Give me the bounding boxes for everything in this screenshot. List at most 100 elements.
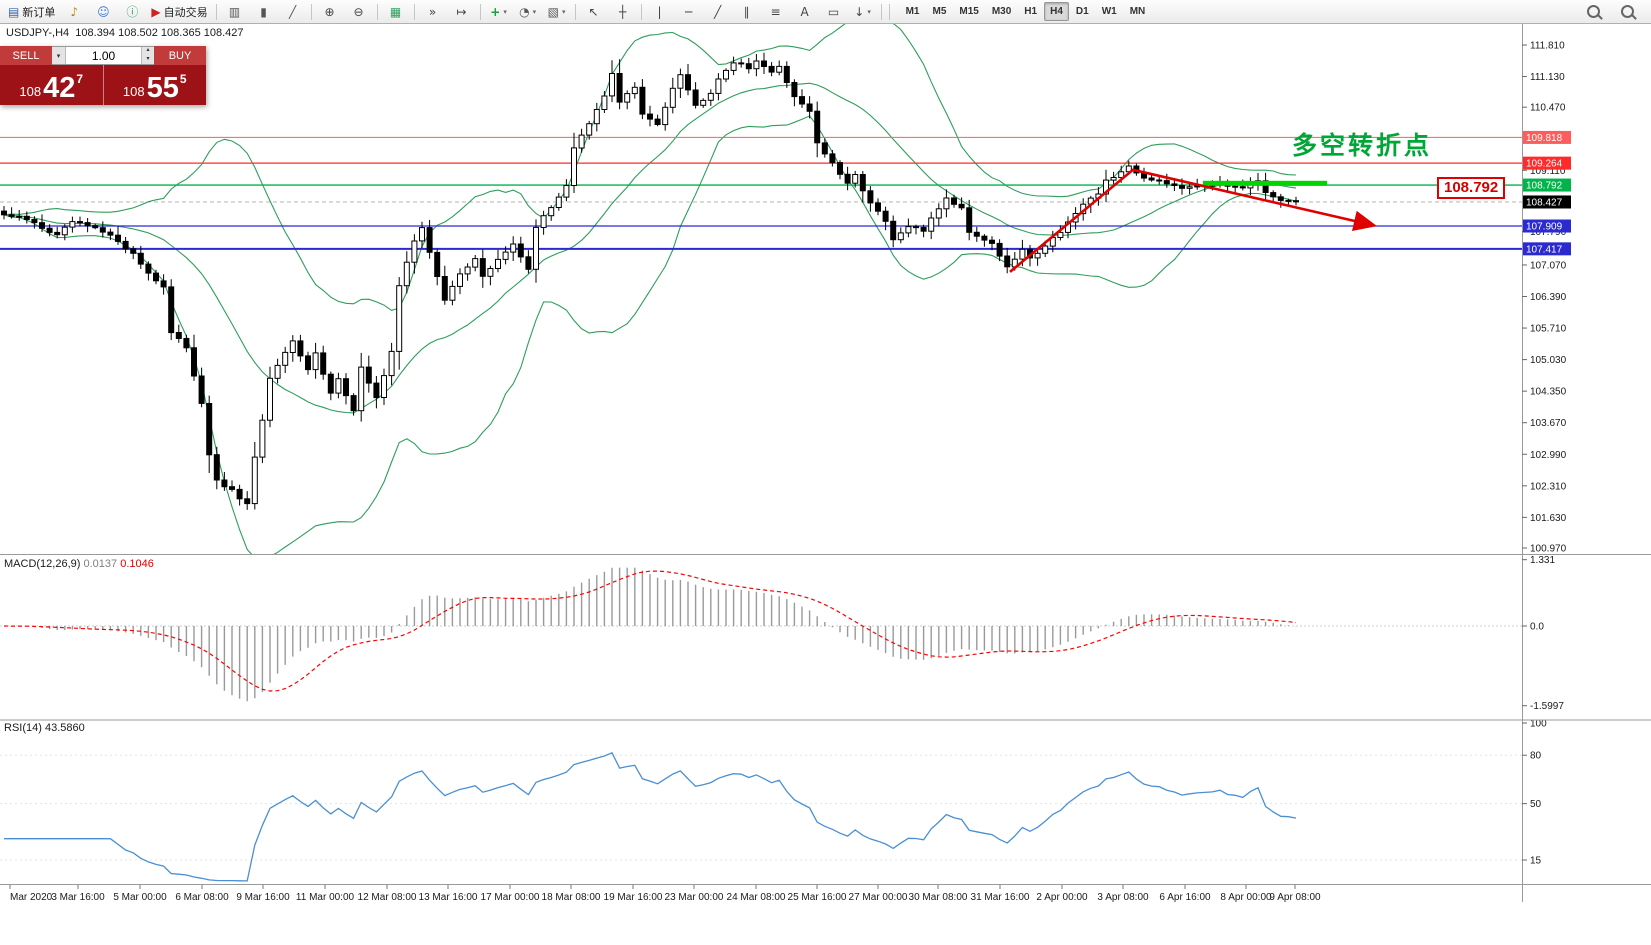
tile-windows-button[interactable]: ▦ — [382, 1, 410, 23]
price-level-label[interactable]: 108.792 — [1437, 177, 1506, 199]
horizontal-line-button[interactable]: ─ — [675, 1, 703, 23]
new-order-label: 新订单 — [22, 6, 56, 19]
indicators-icon: + — [490, 4, 501, 19]
toolbar-separator — [888, 3, 890, 20]
svg-text:8 Apr 00:00: 8 Apr 00:00 — [1220, 892, 1272, 903]
text-label-button[interactable]: ▭ — [820, 1, 848, 23]
indicators-button[interactable]: + ▾ — [485, 1, 513, 23]
indicators-caret-icon[interactable]: ▾ — [503, 7, 507, 16]
rsi-name: RSI(14) — [4, 722, 42, 734]
sell-button[interactable]: SELL — [0, 46, 52, 65]
crosshair-button[interactable]: ┼ — [609, 1, 637, 23]
cursor-icon: ↖ — [588, 4, 599, 19]
timeframe-d1-button[interactable]: D1 — [1075, 6, 1089, 17]
trendline-button[interactable]: ╱ — [704, 1, 732, 23]
equidistant-channel-icon: ∥ — [743, 4, 750, 19]
symbol-search-magnifier-icon — [1586, 5, 1600, 18]
zoom-in-icon: ⊕ — [324, 4, 335, 19]
volume-spinner[interactable]: ▴ ▾ — [141, 47, 154, 64]
timeframe-m30-button[interactable]: M30 — [991, 6, 1012, 17]
bar-chart-mode-button[interactable]: ▥ — [221, 1, 249, 23]
volume-up-icon[interactable]: ▴ — [142, 47, 154, 56]
toolbar-separator — [880, 3, 882, 20]
volume-control[interactable]: ▾ 1.00 ▴ ▾ — [52, 46, 154, 65]
svg-text:24 Mar 08:00: 24 Mar 08:00 — [727, 892, 786, 903]
quick-search-button[interactable] — [1613, 1, 1641, 23]
sell-price-sup: 7 — [76, 72, 84, 86]
timeframe-m15-button[interactable]: M15 — [959, 6, 979, 17]
autotrading-button[interactable]: ▶ 自动交易 — [147, 1, 211, 23]
timeframe-h4-button[interactable]: H4 — [1044, 2, 1069, 21]
svg-text:25 Mar 16:00: 25 Mar 16:00 — [788, 892, 847, 903]
trendline-icon: ╱ — [713, 4, 722, 19]
periods-button[interactable]: ◔ ▾ — [514, 1, 542, 23]
timeframe-h1-button[interactable]: H1 — [1024, 6, 1038, 17]
highlight-trendline[interactable] — [1203, 180, 1327, 186]
cursor-button[interactable]: ↖ — [580, 1, 608, 23]
svg-text:30 Mar 08:00: 30 Mar 08:00 — [909, 892, 968, 903]
volume-input[interactable]: 1.00 — [91, 48, 116, 63]
symbol-search-button[interactable] — [1579, 1, 1607, 23]
zoom-out-icon: ⊖ — [353, 4, 364, 19]
chart-shift-button[interactable]: ↦ — [448, 1, 476, 23]
timeframe-mn-button[interactable]: MN — [1129, 6, 1146, 17]
sell-price-big: 42 — [43, 72, 76, 104]
volume-dropdown-icon[interactable]: ▾ — [52, 47, 66, 64]
price-axis[interactable]: 111.810 111.130 110.470 109.110 107.790 107.0… — [1522, 24, 1651, 945]
shapes-button[interactable]: ↓ ▾ — [849, 1, 877, 23]
timeframe-w1-button[interactable]: W1 — [1101, 6, 1117, 17]
text-button[interactable]: A — [791, 1, 819, 23]
svg-text:6 Mar 08:00: 6 Mar 08:00 — [175, 892, 229, 903]
svg-text:103.670: 103.670 — [1530, 418, 1567, 429]
svg-text:Mar 2020: Mar 2020 — [10, 892, 53, 903]
periods-caret-icon[interactable]: ▾ — [532, 7, 537, 16]
candlestick-mode-button[interactable]: ▮ — [250, 1, 278, 23]
timeframe-m1-button[interactable]: M1 — [905, 6, 920, 17]
timeframe-m5-button[interactable]: M5 — [932, 6, 947, 17]
fibonacci-button[interactable]: ≡ — [762, 1, 790, 23]
svg-text:12 Mar 08:00: 12 Mar 08:00 — [358, 892, 417, 903]
toolbar-separator — [215, 3, 217, 20]
templates-caret-icon[interactable]: ▾ — [561, 7, 566, 16]
sound-alerts-button[interactable]: ♪ — [60, 1, 88, 23]
vertical-line-button[interactable]: | — [646, 1, 674, 23]
volume-down-icon[interactable]: ▾ — [142, 55, 154, 64]
svg-text:-1.5997: -1.5997 — [1530, 701, 1564, 712]
svg-text:3 Apr 08:00: 3 Apr 08:00 — [1097, 892, 1149, 903]
svg-text:15: 15 — [1530, 856, 1542, 867]
equidistant-channel-button[interactable]: ∥ — [733, 1, 761, 23]
chart-area[interactable]: 111.810 111.130 110.470 109.110 107.790 107.0… — [0, 24, 1651, 945]
main-plot-layer — [0, 24, 1522, 554]
auto-scroll-button[interactable]: » — [419, 1, 447, 23]
svg-text:104.350: 104.350 — [1530, 387, 1567, 398]
sell-price-prefix: 108 — [19, 84, 42, 99]
community-button[interactable]: ☺ — [89, 1, 117, 23]
line-chart-mode-button[interactable]: ╱ — [279, 1, 307, 23]
macd-name: MACD(12,26,9) — [4, 558, 81, 570]
chart-canvas[interactable]: 111.810 111.130 110.470 109.110 107.790 107.0… — [0, 24, 1651, 945]
sell-price[interactable]: 108 42 7 — [0, 65, 104, 105]
info-button[interactable]: ⓘ — [118, 1, 146, 23]
shapes-caret-icon[interactable]: ▾ — [867, 7, 871, 16]
toolbar-separator — [310, 3, 312, 20]
zoom-in-button[interactable]: ⊕ — [316, 1, 344, 23]
trend-arrow[interactable] — [1009, 168, 1378, 273]
new-order-button[interactable]: ▤ 新订单 — [4, 1, 59, 23]
vertical-line-icon: | — [657, 4, 662, 19]
svg-text:17 Mar 00:00: 17 Mar 00:00 — [481, 892, 540, 903]
zoom-out-button[interactable]: ⊖ — [345, 1, 373, 23]
info-icon: ⓘ — [126, 4, 139, 19]
buy-button[interactable]: BUY — [154, 46, 206, 65]
svg-text:9 Apr 08:00: 9 Apr 08:00 — [1269, 892, 1321, 903]
buy-price-sup: 5 — [179, 72, 187, 86]
time-axis[interactable]: Mar 2020 3 Mar 16:00 5 Mar 00:00 6 Mar 08:0… — [9, 885, 1321, 903]
toolbar-right-buttons — [1579, 1, 1647, 23]
buy-price[interactable]: 108 55 5 — [103, 65, 206, 105]
macd-signal-value: 0.1046 — [120, 558, 154, 570]
new-order-icon: ▤ — [8, 4, 20, 19]
chart-annotation-text[interactable]: 多空转折点 — [1292, 132, 1433, 160]
fibonacci-icon: ≡ — [770, 4, 781, 19]
svg-text:6 Apr 16:00: 6 Apr 16:00 — [1159, 892, 1211, 903]
autotrading-icon: ▶ — [151, 4, 161, 19]
templates-button[interactable]: ▧ ▾ — [543, 1, 571, 23]
